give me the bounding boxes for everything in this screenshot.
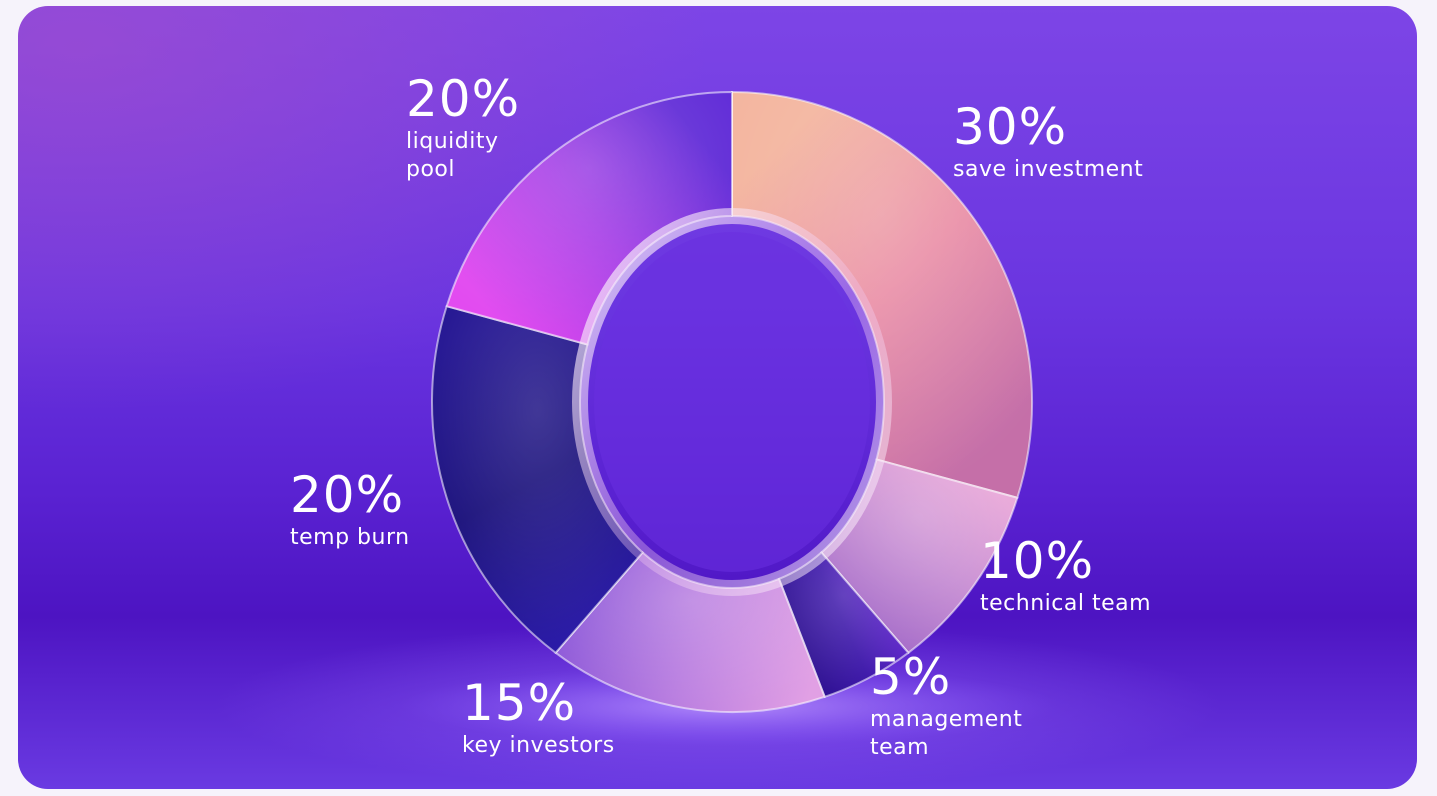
label-save-investment: 30% save investment	[953, 102, 1193, 184]
pct-liquidity-pool: 20%	[406, 70, 521, 128]
slice-sheen-technical-team	[821, 459, 1018, 653]
donut-inner-rim	[572, 208, 892, 596]
name-key-investors: key investors	[462, 733, 615, 758]
slice-sheen-temp-burn	[431, 306, 643, 653]
label-key-investors: 15% key investors	[462, 678, 702, 760]
chart-card: 30% save investment 10% technical team 5…	[18, 6, 1417, 789]
pct-key-investors: 15%	[462, 674, 577, 732]
name-liquidity-pool: liquidity pool	[406, 129, 499, 182]
name-temp-burn: temp burn	[290, 525, 410, 550]
pct-management-team: 5%	[870, 648, 952, 706]
slice-sheen-liquidity-pool	[446, 92, 732, 345]
donut-hole	[594, 232, 870, 572]
pct-technical-team: 10%	[980, 532, 1095, 590]
name-technical-team: technical team	[980, 591, 1152, 616]
name-save-investment: save investment	[953, 157, 1144, 182]
pct-temp-burn: 20%	[290, 466, 405, 524]
label-technical-team: 10% technical team	[980, 536, 1220, 618]
donut-segments	[431, 90, 1033, 713]
donut-chart	[398, 90, 1058, 746]
label-temp-burn: 20% temp burn	[290, 470, 530, 552]
label-liquidity-pool: 20% liquidity pool	[406, 74, 536, 184]
pct-save-investment: 30%	[953, 98, 1068, 156]
slice-sheen-save-investment	[732, 92, 1033, 498]
name-management-team: management team	[870, 707, 1023, 760]
label-management-team: 5% management team	[870, 652, 1060, 762]
